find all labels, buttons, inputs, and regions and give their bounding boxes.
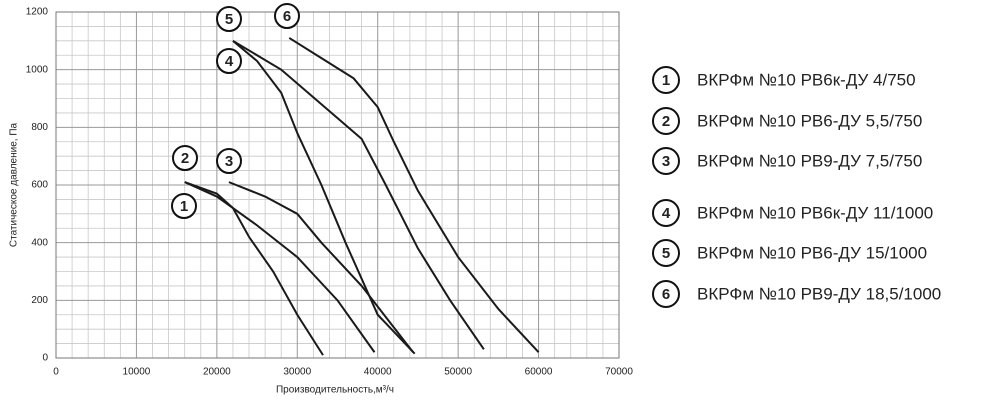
- x-tick-label: 50000: [444, 367, 472, 378]
- x-tick-label: 10000: [123, 367, 151, 378]
- series-tag-circle: [216, 48, 242, 74]
- legend-label: ВКРФм №10 РВ6-ДУ 15/1000: [697, 243, 927, 262]
- x-axis-label: Производительность,м³/ч: [276, 385, 394, 396]
- series-tag-circle: [171, 193, 197, 219]
- legend-label: ВКРФм №10 РВ9-ДУ 7,5/750: [697, 151, 922, 170]
- series-tag: 2: [181, 150, 189, 167]
- legend-circle: [652, 147, 680, 175]
- y-tick-label: 1200: [26, 7, 49, 18]
- x-tick-label: 20000: [203, 367, 231, 378]
- series-tag-circle: [172, 145, 198, 171]
- series-line: [232, 40, 416, 355]
- series-tag: 1: [180, 198, 188, 215]
- legend-label: ВКРФм №10 РВ6к-ДУ 4/750: [697, 70, 916, 89]
- series-line: [184, 181, 324, 356]
- legend-circle: [652, 239, 680, 267]
- series-tag: 4: [225, 53, 234, 70]
- series-tag: 3: [225, 153, 233, 170]
- series-line: [232, 39, 485, 350]
- series-tag: 5: [225, 11, 233, 28]
- legend-number: 2: [662, 113, 670, 130]
- legend-circle: [652, 280, 680, 308]
- y-tick-label: 800: [31, 122, 48, 133]
- x-tick-label: 0: [53, 367, 59, 378]
- legend-number: 4: [662, 205, 671, 222]
- legend-number: 5: [662, 245, 670, 262]
- series-tag: 6: [283, 8, 291, 25]
- x-tick-label: 40000: [364, 367, 392, 378]
- y-tick-label: 0: [42, 353, 48, 364]
- series-line: [184, 181, 376, 353]
- legend-circle: [652, 199, 680, 227]
- series-tag-circle: [274, 3, 300, 29]
- y-axis-label: Статическое давление, Па: [9, 122, 20, 247]
- y-tick-label: 1000: [26, 64, 49, 75]
- legend-label: ВКРФм №10 РВ9-ДУ 18,5/1000: [697, 284, 941, 303]
- legend-number: 3: [662, 153, 670, 170]
- legend-number: 1: [662, 72, 670, 89]
- legend-circle: [652, 66, 680, 94]
- x-tick-label: 60000: [525, 367, 553, 378]
- series-line: [228, 181, 414, 353]
- x-tick-label: 30000: [283, 367, 311, 378]
- x-tick-label: 70000: [605, 367, 633, 378]
- plot-frame: [55, 11, 620, 359]
- legend-number: 6: [662, 286, 670, 303]
- series-tag-circle: [216, 148, 242, 174]
- y-tick-label: 600: [31, 180, 48, 191]
- y-tick-label: 400: [31, 237, 48, 248]
- y-tick-label: 200: [31, 295, 48, 306]
- series-line: [288, 37, 540, 353]
- legend-circle: [652, 107, 680, 135]
- legend-label: ВКРФм №10 РВ6к-ДУ 11/1000: [697, 203, 933, 222]
- series-tag-circle: [216, 6, 242, 32]
- legend-label: ВКРФм №10 РВ6-ДУ 5,5/750: [697, 111, 922, 130]
